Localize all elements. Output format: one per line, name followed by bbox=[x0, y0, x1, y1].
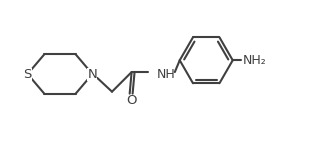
Text: NH₂: NH₂ bbox=[243, 54, 266, 67]
Text: O: O bbox=[126, 94, 136, 107]
Text: S: S bbox=[23, 68, 32, 81]
Text: N: N bbox=[87, 68, 97, 81]
Text: NH: NH bbox=[157, 68, 176, 81]
